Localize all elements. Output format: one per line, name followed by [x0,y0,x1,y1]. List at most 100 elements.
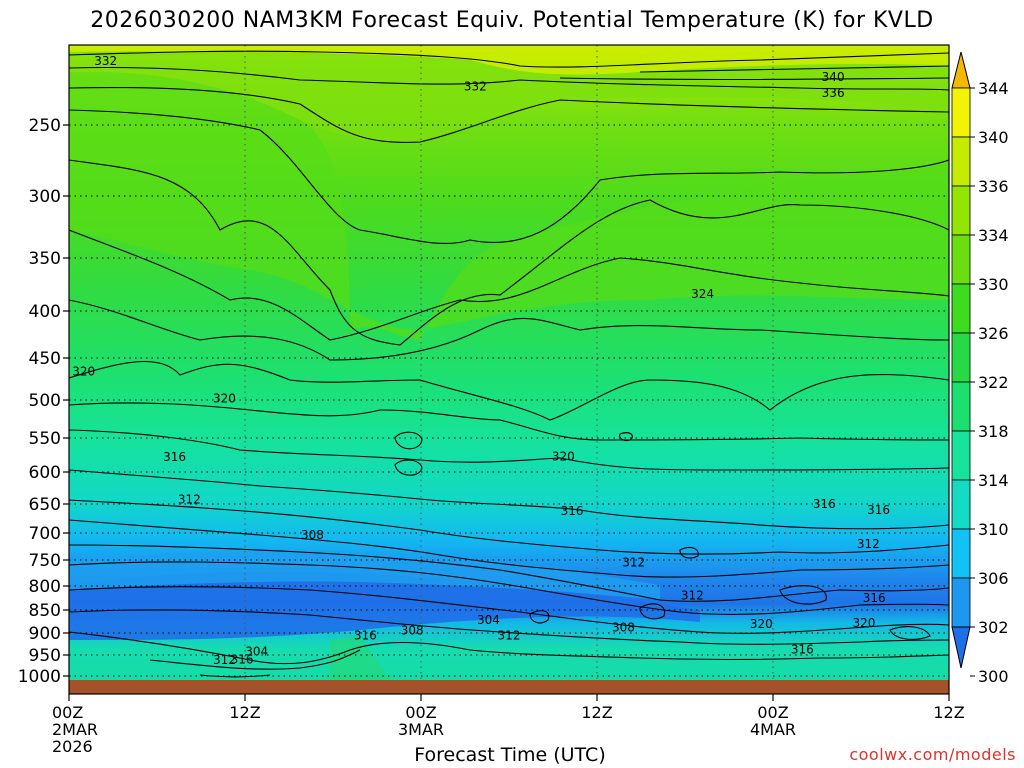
contour-label: 320 [213,391,236,405]
x-tick-label: 00Z [405,703,436,722]
x-tick-label: 00Z [52,703,83,722]
contour-line [69,429,949,471]
colorbar-band [951,430,971,481]
colorbar-label: 340 [978,128,1009,147]
contour-label: 304 [477,613,500,627]
x-tick-label: 00Z [757,703,788,722]
contour-line [619,432,633,442]
colorbar-band [951,528,971,579]
y-tick-label: 750 [29,551,61,571]
contour-label: 316 [863,591,886,605]
contour-line [69,519,949,578]
contour-label: 320 [72,364,95,378]
y-tick-label: 300 [29,187,61,207]
contour-line [69,86,949,143]
contour-label: 308 [401,624,424,638]
colorbar-band [951,136,971,187]
colorbar-label: 326 [978,324,1009,343]
colorbar-label: 334 [978,226,1009,245]
colorbar-label: 302 [978,618,1009,637]
x-tick-label: 4MAR [750,720,796,739]
contour-label: 320 [552,449,575,463]
x-tick-label: 12Z [229,703,260,722]
contour-line [639,65,949,73]
y-tick-label: 500 [29,391,61,411]
contour-label: 332 [464,80,487,94]
contour-label: 316 [791,642,814,656]
contour-line [69,631,949,665]
colorbar-band [951,234,971,285]
y-tick-label: 950 [29,646,61,666]
contour-line [69,561,949,616]
contour-label: 336 [822,86,845,100]
colorbar-band [951,185,971,236]
y-tick-label: 400 [29,302,61,322]
contour-line [69,469,949,530]
colorbar-label: 344 [978,79,1009,98]
colorbar-band [951,381,971,432]
contour-line [529,610,550,624]
contour-line [199,674,271,678]
y-tick-label: 800 [29,577,61,597]
contour-label: 304 [245,644,268,658]
contour-label: 312 [213,653,236,667]
field-deep-blue [69,571,700,640]
contour-label: 312 [178,493,201,507]
y-tick-label: 350 [29,249,61,269]
plot-frame [68,44,950,695]
contour-line [394,459,423,476]
colorbar-label: 310 [978,520,1009,539]
y-axis: 250 300 350 400 450 500 550 600 650 700 750 800 850 9… [18,116,69,687]
x-tick-label: 3MAR [398,720,444,739]
y-tick-label: 700 [29,524,61,544]
colorbar-label: 318 [978,422,1009,441]
contour-line [69,609,949,645]
contour-label: 312 [498,629,521,643]
contour-line [69,544,949,602]
y-tick-label: 600 [29,463,61,483]
contour-line [69,229,949,341]
contour-line [69,586,949,634]
colorbar-label: 306 [978,569,1009,588]
contour-label: 312 [622,556,645,570]
y-tick-label: 900 [29,624,61,644]
x-axis-label: Forecast Time (UTC) [414,744,606,766]
time-gridlines [244,45,774,680]
colorbar-band [951,283,971,334]
contour-line [394,431,423,450]
contour-line [69,299,949,361]
contour-label: 316 [813,497,836,511]
contour-label: 312 [857,537,880,551]
colorbar-band [951,479,971,530]
contour-label: 320 [852,616,875,630]
contour-line [889,626,931,640]
colorbar-label: 322 [978,373,1009,392]
colorbar-label: 314 [978,471,1009,490]
colorbar-label: 336 [978,177,1009,196]
y-tick-label: 550 [29,429,61,449]
colorbar-label: 330 [978,275,1009,294]
x-tick-label: 2MAR [52,720,98,739]
contour-line [69,499,949,555]
contour-line [69,360,949,421]
contour-line [559,77,949,81]
contour-line [149,649,361,670]
x-tick-label: 2026 [52,737,93,756]
x-tick-label: 12Z [581,703,612,722]
contour-label: 332 [94,54,117,68]
contour-label: 308 [301,528,324,542]
contour-label: 308 [612,620,635,634]
contour-lines [69,50,949,678]
contour-line [679,547,699,559]
contour-label: 316 [163,450,186,464]
y-tick-label: 450 [29,349,61,369]
y-tick-label: 1000 [18,667,61,687]
field-upper-green [69,51,949,144]
contour-line [69,66,949,91]
watermark: coolwx.com/models [849,745,1016,764]
x-tick-label: 12Z [933,703,964,722]
contour-label: 320 [750,617,773,631]
contour-line [69,159,949,346]
y-tick-label: 250 [29,116,61,136]
